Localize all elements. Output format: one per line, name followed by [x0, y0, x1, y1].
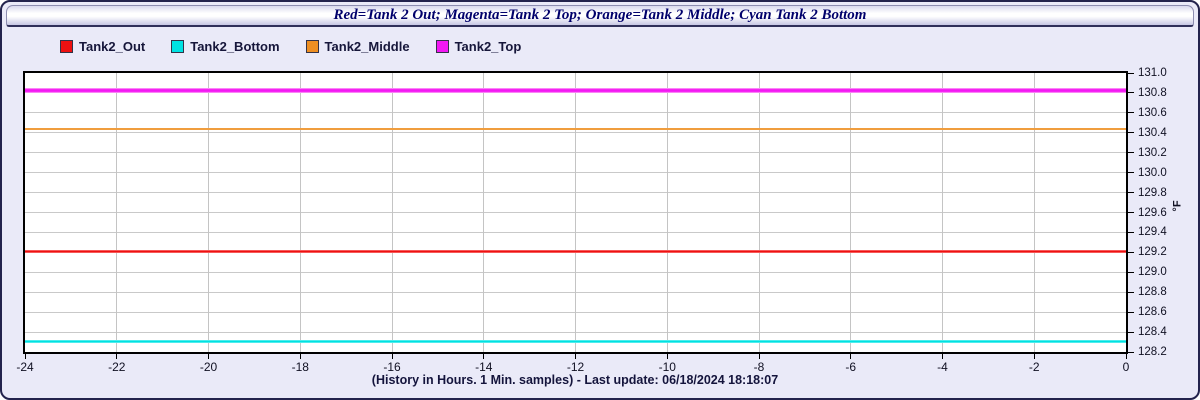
- x-axis-tick: [24, 354, 26, 359]
- series-line-tank2_middle: [25, 127, 1126, 130]
- x-axis-tick: [850, 354, 852, 359]
- y-axis-tick: [1128, 271, 1134, 273]
- v-gridline: [299, 73, 301, 352]
- legend-item-tank2_top: Tank2_Top: [435, 38, 522, 54]
- page-title: Red=Tank 2 Out; Magenta=Tank 2 Top; Oran…: [333, 7, 867, 23]
- y-axis-tick-label: 130.2: [1138, 146, 1167, 159]
- plot-canvas: [25, 73, 1126, 352]
- y-axis-tick: [1128, 291, 1134, 293]
- legend-item-tank2_middle: Tank2_Middle: [305, 38, 410, 54]
- legend-swatch-red: [60, 39, 73, 53]
- v-gridline: [758, 73, 760, 352]
- y-axis-tick-label: 128.4: [1138, 326, 1167, 339]
- v-gridline: [942, 73, 943, 352]
- x-axis-tick: [942, 354, 943, 359]
- legend-swatch-cyan: [171, 39, 185, 53]
- y-axis-tick: [1128, 112, 1134, 114]
- plot-area: [23, 71, 1128, 354]
- y-axis-tick: [1128, 132, 1134, 134]
- x-axis-tick: [1125, 354, 1127, 359]
- x-axis-tick-label: -24: [16, 360, 34, 374]
- series-line-tank2_top: [25, 88, 1126, 94]
- legend-swatch-magenta: [435, 39, 449, 53]
- y-axis-tick: [1128, 172, 1134, 174]
- x-axis-tick: [116, 354, 118, 359]
- y-axis-tick: [1128, 231, 1134, 233]
- legend-label: Tank2_Out: [79, 38, 146, 54]
- v-gridline: [208, 73, 209, 352]
- v-gridline: [391, 73, 393, 352]
- v-gridline: [116, 73, 118, 352]
- y-axis-tick: [1128, 72, 1134, 74]
- y-axis-tick: [1128, 351, 1134, 353]
- y-axis-tick-label: 128.2: [1138, 346, 1167, 358]
- x-axis-tick: [666, 354, 668, 359]
- y-axis-tick: [1128, 92, 1134, 94]
- y-axis-tick-label: 129.8: [1138, 186, 1167, 199]
- y-axis-tick-label: 129.0: [1138, 266, 1167, 279]
- y-axis-tick: [1128, 192, 1134, 194]
- v-gridline: [575, 73, 576, 352]
- legend-label: Tank2_Bottom: [190, 38, 280, 54]
- y-axis-tick-label: 130.6: [1138, 106, 1167, 119]
- y-axis-tick-label: 128.6: [1138, 306, 1167, 319]
- series-line-tank2_bottom: [25, 339, 1126, 343]
- x-axis-tick: [1033, 354, 1035, 359]
- x-axis-tick: [483, 354, 485, 359]
- x-axis-tick-label: -16: [383, 360, 401, 374]
- x-axis-tick-label: -10: [658, 360, 676, 374]
- x-axis-tick: [758, 354, 760, 359]
- series-line-tank2_out: [25, 249, 1126, 253]
- x-axis-tick-label: -12: [566, 360, 585, 374]
- legend-label: Tank2_Middle: [324, 38, 410, 54]
- x-axis-tick-label: -4: [937, 360, 948, 374]
- y-axis-tick-label: 130.4: [1138, 126, 1167, 139]
- y-axis-tick-label: 129.2: [1138, 246, 1167, 259]
- x-axis-tick: [575, 354, 576, 359]
- x-axis-tick: [391, 354, 393, 359]
- chart-legend: Tank2_Out Tank2_Bottom Tank2_Middle Tank2_T…: [60, 38, 521, 54]
- y-axis-tick-label: 129.4: [1138, 226, 1167, 239]
- x-axis-tick-label: -14: [475, 360, 493, 374]
- y-axis-tick: [1128, 311, 1134, 313]
- y-axis-tick-label: 129.6: [1138, 206, 1167, 219]
- v-gridline: [483, 73, 485, 352]
- y-axis-tick-label: 128.8: [1138, 286, 1167, 299]
- y-axis-tick-label: 130.8: [1138, 86, 1167, 99]
- v-gridline: [1033, 73, 1035, 352]
- y-axis-tick: [1128, 152, 1134, 154]
- legend-item-tank2_bottom: Tank2_Bottom: [171, 38, 280, 54]
- x-axis-tick-label: -6: [845, 360, 857, 374]
- x-axis-tick-label: -22: [108, 360, 126, 374]
- x-axis-tick: [299, 354, 301, 359]
- y-axis-tick: [1128, 251, 1134, 253]
- x-axis-tick-label: -2: [1028, 360, 1040, 374]
- v-gridline: [850, 73, 852, 352]
- x-axis-tick-label: -20: [199, 360, 218, 374]
- y-axis-tick-label: 131.0: [1138, 67, 1167, 79]
- x-axis-tick-label: -18: [291, 360, 309, 374]
- x-axis-tick: [208, 354, 209, 359]
- y-axis-tick-label: 130.0: [1138, 166, 1167, 179]
- legend-label: Tank2_Top: [454, 38, 522, 54]
- y-axis-unit-label: °F: [1171, 200, 1184, 212]
- legend-item-tank2_out: Tank2_Out: [60, 39, 145, 54]
- chart-caption: (History in Hours. 1 Min. samples) - Las…: [371, 373, 779, 387]
- legend-swatch-orange: [305, 39, 319, 53]
- title-bar: Red=Tank 2 Out; Magenta=Tank 2 Top; Oran…: [6, 5, 1194, 27]
- x-axis-tick-label: -8: [753, 360, 765, 374]
- x-axis-tick-label: 0: [1122, 360, 1130, 374]
- v-gridline: [666, 73, 668, 352]
- y-axis-tick: [1128, 212, 1134, 213]
- y-axis-tick: [1128, 331, 1134, 333]
